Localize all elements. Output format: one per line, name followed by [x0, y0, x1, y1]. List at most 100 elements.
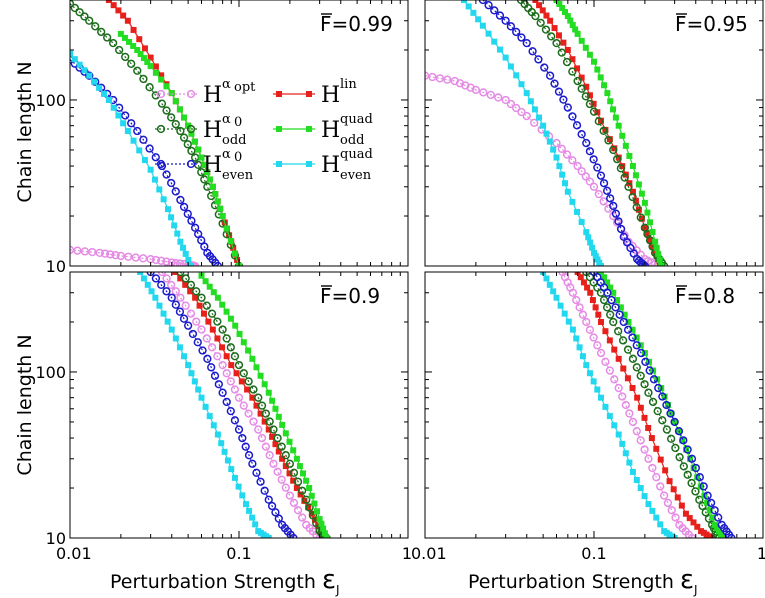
data-point	[494, 93, 503, 102]
data-point	[145, 144, 154, 153]
data-point	[522, 38, 531, 48]
data-point	[70, 50, 73, 57]
data-point	[121, 111, 130, 120]
data-point	[126, 38, 133, 45]
data-point	[75, 8, 84, 17]
series-layer	[425, 0, 669, 266]
data-point	[718, 531, 725, 538]
data-point	[532, 0, 539, 3]
data-point	[245, 347, 252, 354]
data-point	[632, 341, 641, 350]
data-point	[192, 294, 199, 301]
data-point	[531, 11, 540, 21]
data-point	[589, 297, 596, 304]
data-point	[231, 250, 238, 257]
data-point	[714, 525, 721, 532]
data-point	[656, 256, 663, 263]
data-point	[188, 370, 195, 377]
data-point	[188, 329, 198, 339]
data-point	[70, 3, 79, 13]
data-point	[536, 2, 543, 9]
data-point	[641, 199, 648, 206]
data-point	[214, 380, 223, 389]
data-point	[593, 341, 602, 350]
data-point	[281, 483, 290, 492]
data-point	[205, 318, 212, 325]
data-point	[597, 263, 604, 266]
data-point	[230, 385, 240, 394]
data-point	[583, 83, 590, 90]
data-point	[543, 12, 550, 19]
data-point	[632, 203, 641, 212]
data-point	[320, 525, 327, 532]
data-point	[214, 431, 221, 438]
data-point	[561, 310, 568, 317]
data-point	[303, 477, 310, 484]
data-point	[619, 132, 626, 139]
data-point	[506, 22, 516, 31]
data-point	[582, 317, 591, 327]
data-point	[80, 12, 89, 21]
data-point	[187, 146, 196, 156]
data-point	[210, 422, 217, 429]
data-point	[171, 287, 180, 296]
data-point	[699, 482, 708, 491]
data-point	[95, 248, 104, 258]
data-point	[171, 222, 178, 229]
data-point	[140, 275, 147, 282]
data-point	[569, 21, 576, 28]
data-point	[629, 188, 636, 195]
data-point	[308, 492, 315, 499]
data-point	[671, 443, 680, 453]
data-point	[230, 416, 240, 425]
data-point	[589, 182, 599, 191]
data-point	[227, 315, 234, 322]
data-point	[581, 92, 590, 101]
data-point	[196, 302, 203, 309]
data-point	[253, 402, 260, 409]
data-point	[209, 183, 216, 190]
data-point	[574, 208, 581, 215]
data-point	[594, 189, 603, 199]
data-point	[190, 261, 200, 266]
data-point	[108, 38, 118, 48]
legend-symbol: H	[321, 153, 340, 178]
data-point	[321, 530, 328, 537]
data-point	[561, 9, 568, 16]
legend-symbol: H	[203, 118, 222, 143]
data-point	[187, 216, 196, 225]
data-point	[130, 42, 137, 49]
data-point	[682, 510, 689, 517]
data-point	[176, 293, 185, 302]
data-point	[691, 463, 701, 473]
data-point	[694, 523, 701, 530]
data-point	[277, 442, 286, 451]
fidelity-label: F=0.95	[675, 12, 748, 36]
data-point	[240, 339, 247, 346]
data-point	[647, 219, 654, 226]
data-point	[553, 294, 560, 301]
data-point	[648, 397, 658, 407]
data-point	[207, 343, 217, 352]
data-point	[656, 482, 665, 491]
data-point	[502, 54, 509, 61]
data-point	[582, 138, 591, 148]
data-point	[491, 38, 498, 45]
data-point	[141, 157, 148, 164]
data-point	[541, 25, 551, 34]
data-point	[606, 194, 615, 203]
data-point	[257, 433, 267, 443]
data-point	[611, 303, 620, 312]
data-point	[151, 91, 160, 100]
data-point	[252, 468, 261, 477]
data-point	[615, 431, 622, 438]
data-point	[506, 99, 516, 109]
data-point	[635, 181, 642, 188]
data-point	[679, 436, 688, 445]
data-point	[160, 310, 167, 317]
data-point	[698, 501, 707, 511]
data-point	[252, 521, 259, 528]
data-point	[213, 261, 223, 266]
